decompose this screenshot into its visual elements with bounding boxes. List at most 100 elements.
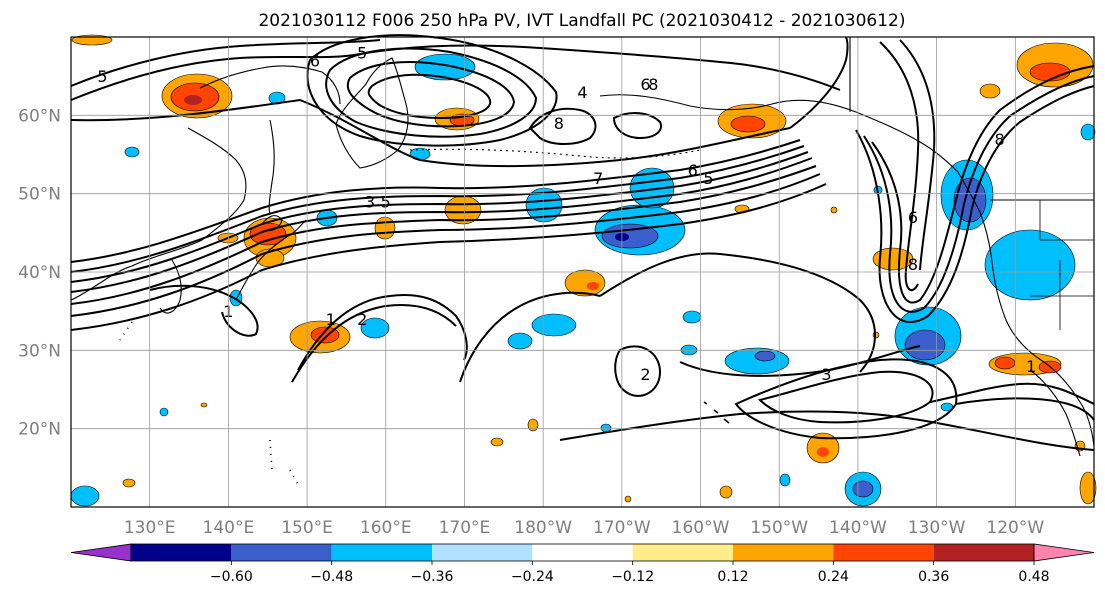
contour-label-13: 1 (326, 310, 336, 329)
latitude-labels: 60°N 50°N 40°N 30°N 20°N (18, 106, 61, 439)
lon-label-11: 120°W (986, 518, 1044, 538)
contour-label-18: 6 (908, 208, 918, 227)
contour-label-9: 5 (703, 169, 713, 188)
subtropical-contour-5 (599, 252, 876, 373)
subtropical-contour-3 (291, 304, 457, 383)
positive-anomaly-7 (564, 269, 606, 297)
positive-anomaly-10 (872, 247, 914, 271)
colorbar-label-6: 0.24 (818, 569, 849, 585)
colorbar-segment-8 (833, 544, 934, 561)
colorbar-label-2: −0.36 (411, 569, 454, 585)
hawaii-islands (703, 401, 730, 424)
jet-contour-4 (70, 151, 809, 283)
southern-contour-3 (559, 410, 1095, 451)
positive-anomaly-6 (717, 103, 787, 139)
japan-coast (235, 219, 307, 301)
positive-anomaly-small (122, 204, 1086, 503)
negative-anomaly-10 (360, 317, 390, 339)
colorbar-label-0: −0.60 (210, 569, 253, 585)
southern-contour-5 (955, 397, 1095, 421)
negative-anomaly-7 (844, 471, 882, 507)
positive-anomaly-9 (1016, 42, 1094, 88)
jet-contour-2 (70, 139, 801, 263)
lat-label-4: 20°N (18, 420, 61, 440)
lat-label-1: 50°N (18, 185, 61, 205)
negative-anomaly-1 (414, 53, 476, 81)
colorbar-segment-3 (331, 544, 432, 561)
alaska-coast (599, 94, 959, 173)
negative-anomaly-9 (525, 187, 563, 223)
us-state-lines (1030, 200, 1094, 330)
lon-label-4: 170°E (439, 518, 491, 538)
contour-label-6: 8 (554, 114, 564, 133)
gridlines (71, 37, 1094, 507)
colorbar-label-4: −0.12 (611, 569, 654, 585)
positive-anomaly-8 (374, 216, 396, 240)
pc-anomaly-shading (70, 34, 1097, 507)
north-america-coast (957, 171, 1095, 447)
jet-contour-8 (70, 183, 827, 331)
okhotsk-low-inner (346, 61, 516, 128)
coastlines (70, 37, 1095, 489)
high-lat-contour (70, 44, 841, 101)
trough-contour-2 (863, 75, 1095, 313)
colorbar-label-7: 0.36 (918, 569, 949, 585)
contour-label-19: 8 (908, 255, 918, 274)
colorbar-label-3: −0.24 (511, 569, 554, 585)
positive-anomaly-14 (1079, 471, 1097, 505)
positive-anomaly-13 (979, 83, 1001, 99)
subtropical-contour-4 (459, 291, 601, 383)
lon-label-6: 170°W (593, 518, 651, 538)
lat-label-2: 40°N (18, 263, 61, 283)
lon-label-9: 140°W (829, 518, 887, 538)
okhotsk-low-core (367, 73, 492, 120)
colorbar-segment-7 (733, 544, 834, 561)
colorbar-segment-4 (432, 544, 533, 561)
negative-anomaly-6 (724, 347, 790, 375)
trough-contour-1 (871, 65, 1095, 304)
colorbar-label-1: −0.48 (310, 569, 353, 585)
negative-anomaly-8 (531, 313, 577, 337)
positive-anomaly-11 (988, 352, 1062, 376)
korea-coast (159, 259, 182, 314)
lon-label-10: 130°W (908, 518, 966, 538)
contour-label-0: 5 (97, 67, 107, 86)
colorbar-label-5: 0.12 (717, 569, 748, 585)
map-frame (70, 36, 1095, 508)
contour-label-17: 8 (994, 130, 1004, 149)
lon-label-3: 160°E (360, 518, 412, 538)
trough-contour-5 (899, 39, 936, 271)
contour-label-20: 1 (1026, 357, 1036, 376)
contour-label-8: 6 (688, 161, 698, 180)
lon-label-2: 150°E (281, 518, 333, 538)
colorbar-segment-9 (933, 544, 1034, 561)
lon-label-8: 150°W (750, 518, 808, 538)
lon-label-1: 140°E (203, 518, 255, 538)
trough-contour-3 (855, 85, 1095, 323)
subtropical-contour-1 (149, 284, 259, 337)
lon-label-7: 160°W (672, 518, 730, 538)
southern-contour-4 (929, 382, 1095, 405)
contour-label-4: 6 (640, 75, 650, 94)
negative-anomaly-12 (70, 485, 100, 507)
lon-label-5: 180°W (514, 518, 572, 538)
ridge-contour-gulf-alaska (789, 36, 849, 129)
asia-coast (70, 127, 247, 301)
sakhalin-coast (268, 119, 275, 215)
contour-label-14: 2 (357, 310, 367, 329)
colorbar-segment-5 (532, 544, 633, 561)
colorbar-segment-6 (632, 544, 733, 561)
lon-label-0: 130°E (124, 518, 176, 538)
colorbar-extend-low (70, 543, 132, 562)
colorbar-extend-high (1033, 543, 1095, 562)
negative-anomaly-5 (984, 229, 1076, 301)
contour-label-7: 7 (593, 169, 603, 188)
contour-label-10: 3 (365, 193, 375, 212)
jet-contour-6 (70, 165, 817, 305)
jet-contour-1 (70, 98, 791, 168)
okhotsk-coast (199, 65, 341, 105)
figure-title: 2021030112 F006 250 hPa PV, IVT Landfall… (258, 11, 905, 31)
kamchatka-coast (335, 57, 409, 169)
